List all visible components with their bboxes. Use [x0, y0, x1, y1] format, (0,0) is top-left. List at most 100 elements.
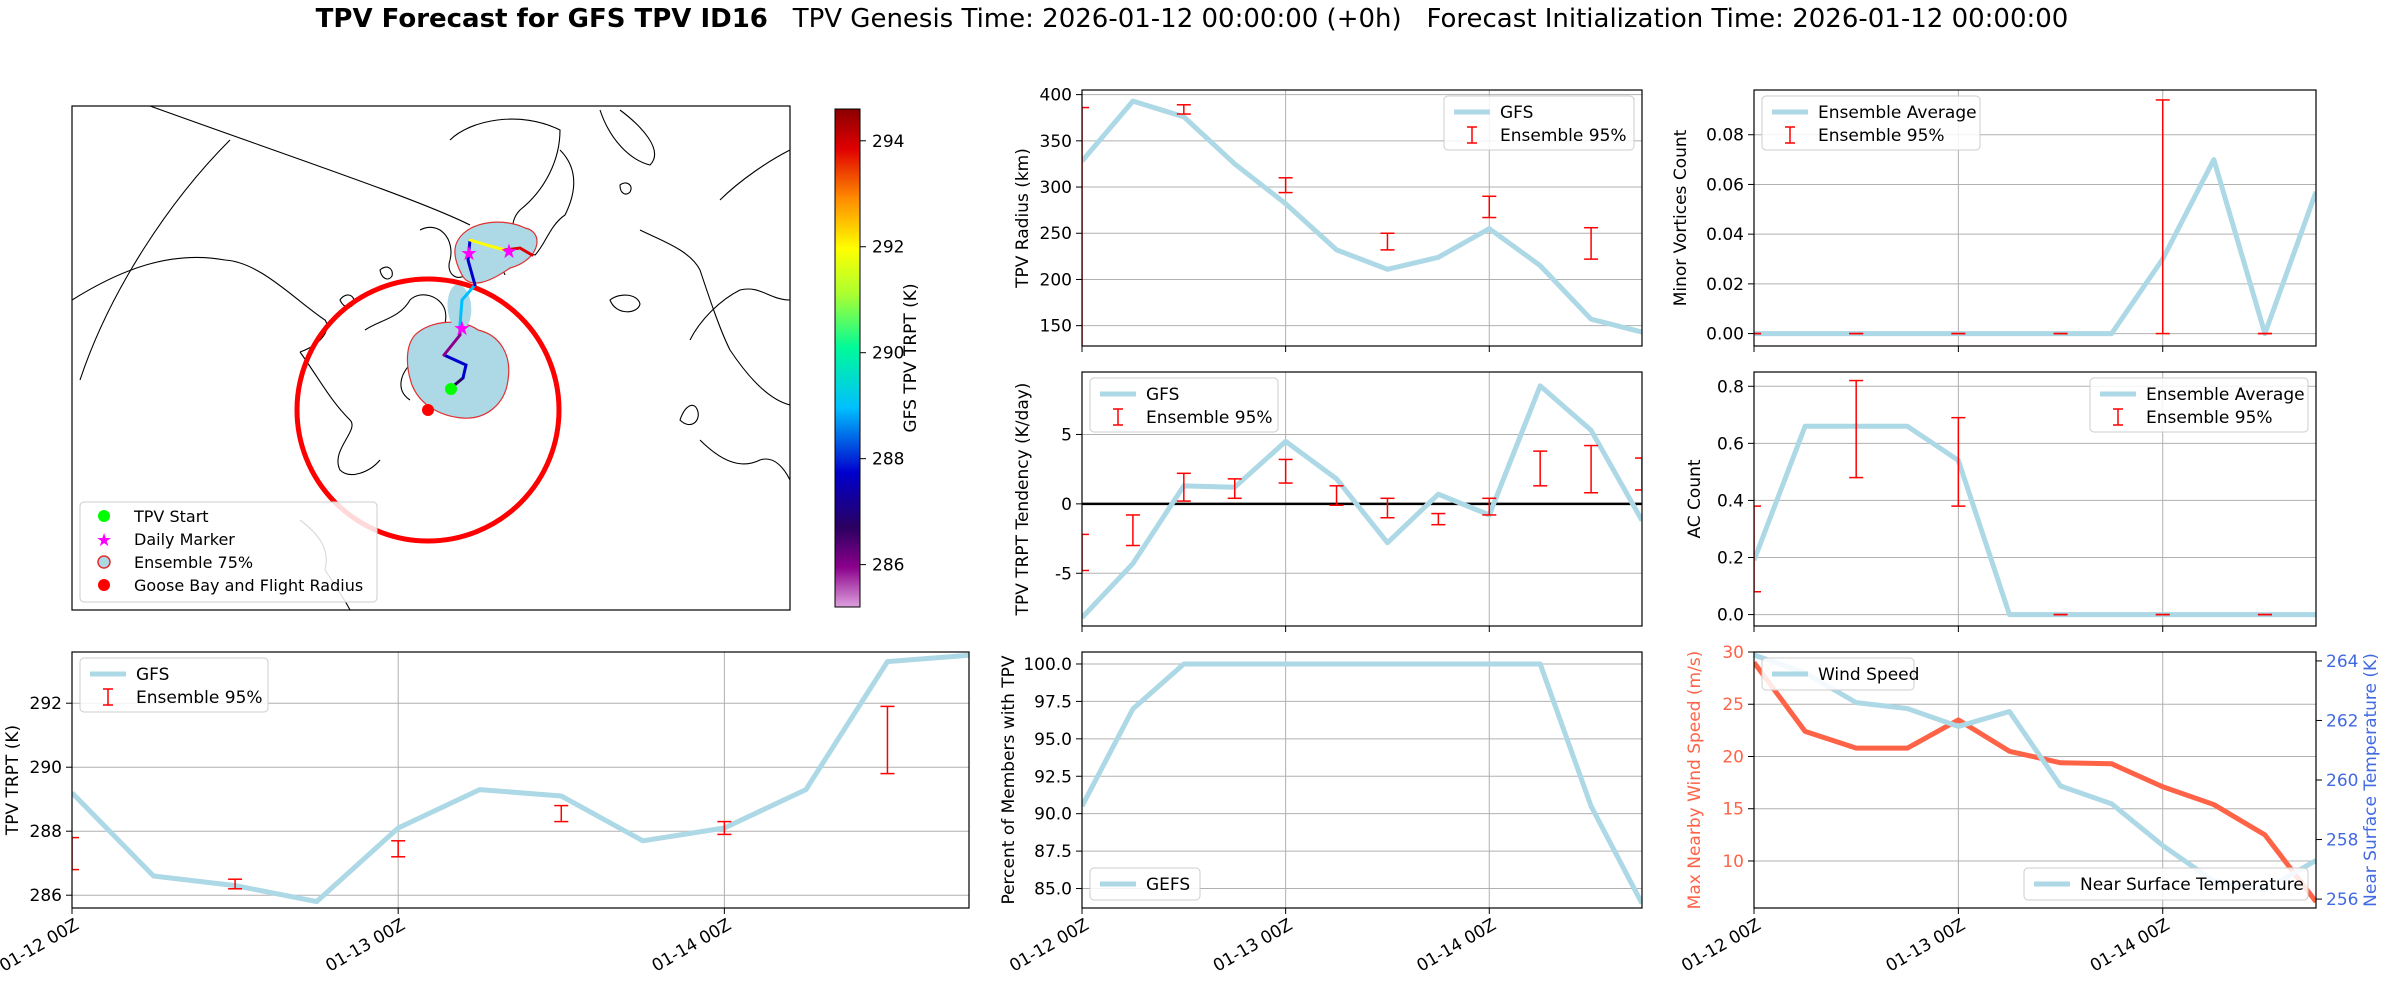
- y-axis-label: AC Count: [1685, 459, 1705, 538]
- plot-frame: [71, 651, 970, 909]
- map-legend: TPV Start ★ Daily Marker Ensemble 75% Go…: [79, 501, 378, 603]
- y-tick-label: 20: [1722, 747, 1744, 767]
- y-tick-label: 15: [1722, 800, 1744, 820]
- y2-tick-label: 260: [2326, 771, 2358, 791]
- series-line-gefs: [1082, 661, 1642, 905]
- y-tick-label: 0.8: [1717, 377, 1744, 397]
- track-segment-4: [458, 283, 477, 327]
- legend-start-label: TPV Start: [133, 507, 209, 526]
- legend-goose-symbol: [98, 579, 110, 591]
- legend-goose-label: Goose Bay and Flight Radius: [134, 576, 363, 595]
- colorbar-tick-label: 286: [872, 556, 904, 576]
- legend: GEFS: [1089, 867, 1201, 901]
- legend: GFS Ensemble 95%: [1089, 377, 1279, 433]
- colorbar-ticks: 286 288 290 292 294: [860, 132, 904, 576]
- y2-tick-label: 256: [2326, 890, 2358, 910]
- legend-label: Ensemble 95%: [136, 688, 263, 708]
- legend-label: GFS: [136, 665, 169, 685]
- legend: GFS Ensemble 95%: [1443, 95, 1635, 151]
- y2-axis-label: Near Surface Temperature (K): [2361, 653, 2381, 907]
- y-tick-label: 200: [1040, 270, 1072, 290]
- legend-label: Ensemble 95%: [1818, 126, 1945, 146]
- y-tick-label: 30: [1722, 643, 1744, 663]
- legend-box: [2089, 377, 2309, 433]
- coastline-islands-3: [619, 182, 632, 195]
- y-tick-label: 10: [1722, 852, 1744, 872]
- series-line-ensemble-average: [1754, 157, 2316, 337]
- legend-start-symbol: [98, 510, 110, 522]
- colorbar-label: GFS TPV TRPT (K): [901, 283, 921, 432]
- legend-box: [1761, 657, 1915, 691]
- legend-label: Ensemble Average: [2146, 385, 2305, 405]
- flight-radius-circle: [294, 276, 562, 544]
- y-axis-label: Minor Vortices Count: [1671, 129, 1691, 306]
- legend-label: Ensemble Average: [1818, 103, 1977, 123]
- coastline-arctic-north: [149, 106, 471, 226]
- y-axis-label: Max Nearby Wind Speed (m/s): [1685, 651, 1705, 910]
- y-tick-label: 0.4: [1717, 491, 1744, 511]
- coastline-islands-2: [379, 266, 393, 280]
- x-tick-label: 01-14 00Z: [1413, 915, 1499, 976]
- series-line-ensemble-average: [1754, 423, 2316, 618]
- series-line-gfs: [1082, 383, 1642, 620]
- x-tick-label: 01-12 00Z: [1678, 915, 1764, 976]
- y2-tick-label: 258: [2326, 831, 2358, 851]
- y-tick-label: 92.5: [1034, 767, 1072, 787]
- legend: Wind Speed: [1761, 657, 1919, 691]
- grid: [1081, 652, 1642, 908]
- ensemble-75-blob-north: [454, 221, 538, 284]
- y-tick-label: 0.08: [1706, 126, 1744, 146]
- x-tick-label: 01-13 00Z: [1210, 915, 1296, 976]
- track-segment-6: [468, 238, 507, 252]
- legend-label: Ensemble 95%: [2146, 408, 2273, 428]
- legend-ens75-symbol: [97, 555, 111, 569]
- series-line-wind-speed: [1754, 660, 2316, 904]
- legend-box: [1089, 867, 1201, 901]
- x-tick-label: 01-13 00Z: [322, 915, 408, 976]
- legend: Near Surface Temperature: [2023, 867, 2309, 901]
- legend-label: GFS: [1146, 385, 1179, 405]
- y-tick-label: 85.0: [1034, 880, 1072, 900]
- y-tick-label: 292: [30, 694, 62, 714]
- tpv-start-marker: [445, 383, 457, 395]
- y-tick-label: 150: [1040, 317, 1072, 337]
- legend-box: [1443, 95, 1635, 151]
- daily-marker-3: ★: [500, 239, 518, 263]
- errorbars: [1082, 104, 1599, 346]
- legend-label: Wind Speed: [1818, 665, 1919, 685]
- panel-radius: 150 200 250 300 350 400 TPV Radius (km) GFS Ense…: [1013, 86, 1643, 352]
- coastline-hudson: [364, 294, 447, 401]
- y-axis-label: TPV TRPT (K): [3, 725, 23, 836]
- y2-tick-label: 262: [2326, 711, 2358, 731]
- goose-bay-marker: [422, 404, 434, 416]
- map-panel: ★ ★ ★ TPV Start ★ Daily Marker Ensemble …: [71, 105, 921, 611]
- colorbar-tick-label: 290: [872, 344, 904, 364]
- colorbar: 286 288 290 292 294 GFS TPV TRPT (K): [834, 108, 921, 608]
- track-segment-5: [466, 238, 477, 287]
- coastline-greenland: [449, 118, 575, 256]
- y-tick-label: 5: [1061, 425, 1072, 445]
- panel-minor: 0.00 0.02 0.04 0.06 0.08 Minor Vortices Count…: [1671, 89, 2317, 352]
- x-tick-label: 01-12 00Z: [1006, 915, 1092, 976]
- legend-box: [79, 657, 269, 713]
- legend-label: GEFS: [1146, 875, 1190, 895]
- y-tick-label: 0: [1061, 495, 1072, 515]
- legend: Ensemble Average Ensemble 95%: [2089, 377, 2309, 433]
- colorbar-tick-label: 292: [872, 238, 904, 258]
- legend-box: [2023, 867, 2309, 901]
- coastline-asia: [719, 149, 790, 201]
- errorbars: [1754, 99, 2272, 335]
- plot-frame: [1081, 89, 1643, 347]
- y-tick-label: 97.5: [1034, 692, 1072, 712]
- panel-tendency: -5 0 5 TPV TRPT Tendency (K/day) GFS Ensemble…: [1013, 371, 1643, 632]
- legend-label: Near Surface Temperature: [2080, 875, 2304, 895]
- legend-daily-label: Daily Marker: [134, 530, 235, 549]
- series-line-gfs: [72, 652, 969, 905]
- y-axis-label: TPV TRPT Tendency (K/day): [1013, 383, 1033, 617]
- y-axis-label: Percent of Members with TPV: [999, 655, 1019, 904]
- y-tick-label: 300: [1040, 178, 1072, 198]
- plot-frame: [1753, 89, 2317, 347]
- title-init: Forecast Initialization Time: 2026-01-12…: [1426, 4, 2069, 34]
- colorbar-gradient: [834, 108, 861, 608]
